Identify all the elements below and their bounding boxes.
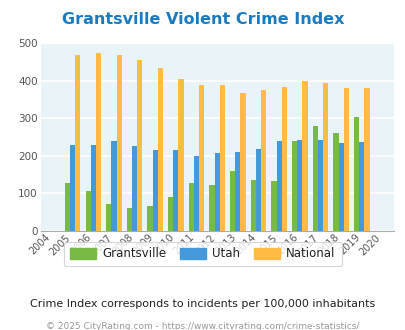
Bar [90,145,96,231]
Bar [302,81,307,231]
Bar [255,149,260,231]
Bar [296,140,302,231]
Bar [75,54,80,231]
Bar [276,142,281,231]
Bar [317,140,322,231]
Bar [111,142,116,231]
Bar [188,183,194,231]
Bar [240,92,245,231]
Bar [147,206,152,231]
Bar [106,204,111,231]
Bar [137,60,142,231]
Bar [132,147,137,231]
Bar [363,88,369,231]
Bar [152,150,158,231]
Bar [168,197,173,231]
Bar [338,143,343,231]
Bar [65,183,70,231]
Bar [322,83,327,231]
Bar [358,142,363,231]
Bar [178,79,183,231]
Bar [173,150,178,231]
Bar [198,85,204,231]
Bar [230,171,235,231]
Bar [353,117,358,231]
Bar [158,69,162,231]
Bar [250,180,255,231]
Bar [126,209,132,231]
Bar [85,191,90,231]
Bar [209,185,214,231]
Bar [235,151,240,231]
Text: Grantsville Violent Crime Index: Grantsville Violent Crime Index [62,12,343,26]
Text: © 2025 CityRating.com - https://www.cityrating.com/crime-statistics/: © 2025 CityRating.com - https://www.city… [46,322,359,330]
Bar [116,55,121,231]
Bar [194,156,198,231]
Bar [312,126,317,231]
Bar [96,53,101,231]
Bar [343,88,348,231]
Bar [219,85,224,231]
Bar [271,182,276,231]
Legend: Grantsville, Utah, National: Grantsville, Utah, National [64,242,341,266]
Bar [214,153,219,231]
Bar [70,145,75,231]
Bar [260,89,266,231]
Bar [281,87,286,231]
Bar [291,141,296,231]
Bar [333,133,338,231]
Text: Crime Index corresponds to incidents per 100,000 inhabitants: Crime Index corresponds to incidents per… [30,299,375,309]
